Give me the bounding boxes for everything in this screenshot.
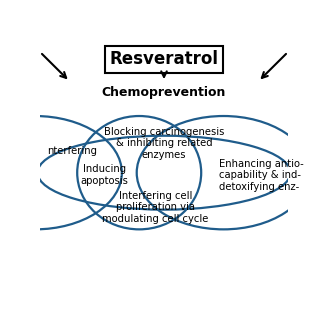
Text: Resveratrol: Resveratrol (109, 50, 219, 68)
Text: Interfering cell
proliferation via
modulating cell cycle: Interfering cell proliferation via modul… (102, 191, 209, 224)
Text: nterfering: nterfering (47, 146, 97, 156)
Text: Blocking carcinogenesis
& inhibiting related
enzymes: Blocking carcinogenesis & inhibiting rel… (104, 126, 224, 160)
Text: Chemoprevention: Chemoprevention (102, 86, 226, 100)
Text: Inducing
apoptosis: Inducing apoptosis (81, 164, 128, 186)
Text: Enhancing antio-
capability & ind-
detoxifying enz-: Enhancing antio- capability & ind- detox… (219, 158, 303, 192)
